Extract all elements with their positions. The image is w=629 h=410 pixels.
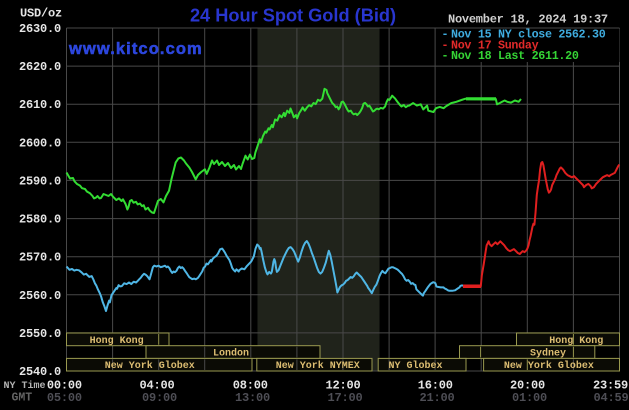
svg-text:2610.0: 2610.0 [19, 98, 61, 112]
svg-text:NY Time: NY Time [4, 380, 46, 392]
svg-text:23:59: 23:59 [593, 379, 628, 393]
svg-text:09:00: 09:00 [142, 391, 177, 405]
svg-text:NY Globex: NY Globex [388, 360, 442, 372]
svg-text:Nov 15 NY close 2562.30: Nov 15 NY close 2562.30 [451, 28, 606, 42]
svg-text:GMT: GMT [12, 392, 33, 405]
svg-text:Nov 18 Last 2611.20: Nov 18 Last 2611.20 [451, 49, 579, 63]
svg-text:20:00: 20:00 [510, 379, 545, 393]
svg-text:24 Hour Spot Gold (Bid): 24 Hour Spot Gold (Bid) [190, 6, 396, 26]
svg-text:-: - [442, 28, 449, 42]
svg-text:2570.0: 2570.0 [19, 251, 61, 265]
svg-text:2600.0: 2600.0 [19, 136, 61, 150]
svg-text:New York Globex: New York Globex [504, 360, 594, 372]
svg-text:2580.0: 2580.0 [19, 213, 61, 227]
svg-text:2540.0: 2540.0 [19, 365, 61, 379]
svg-text:New York NYMEX: New York NYMEX [276, 360, 360, 372]
svg-text:2630.0: 2630.0 [19, 22, 61, 36]
svg-text:2590.0: 2590.0 [19, 174, 61, 188]
svg-text:www.kitco.com: www.kitco.com [68, 40, 203, 58]
svg-text:New York Globex: New York Globex [105, 360, 195, 372]
svg-text:21:00: 21:00 [419, 391, 454, 405]
svg-text:-: - [442, 38, 449, 52]
svg-text:Sydney: Sydney [530, 348, 566, 360]
svg-text:08:00: 08:00 [233, 379, 268, 393]
svg-text:04:00: 04:00 [139, 379, 174, 393]
svg-text:12:00: 12:00 [325, 379, 360, 393]
svg-text:2550.0: 2550.0 [19, 327, 61, 341]
svg-text:13:00: 13:00 [235, 391, 270, 405]
svg-text:London: London [213, 348, 249, 360]
svg-text:Hong Kong: Hong Kong [90, 336, 144, 347]
svg-text:2620.0: 2620.0 [19, 60, 61, 74]
svg-text:01:00: 01:00 [512, 391, 547, 405]
svg-text:November 18, 2024 19:37: November 18, 2024 19:37 [448, 13, 608, 27]
svg-text:00:00: 00:00 [47, 379, 82, 393]
svg-text:Hong Kong: Hong Kong [549, 336, 603, 347]
svg-text:16:00: 16:00 [418, 379, 453, 393]
svg-text:-: - [442, 49, 449, 63]
svg-text:05:00: 05:00 [47, 391, 82, 405]
svg-text:2560.0: 2560.0 [19, 289, 61, 303]
svg-text:17:00: 17:00 [327, 391, 362, 405]
svg-text:Nov 17 Sunday: Nov 17 Sunday [451, 38, 539, 52]
svg-text:USD/oz: USD/oz [20, 7, 62, 21]
svg-text:04:59: 04:59 [593, 391, 628, 405]
